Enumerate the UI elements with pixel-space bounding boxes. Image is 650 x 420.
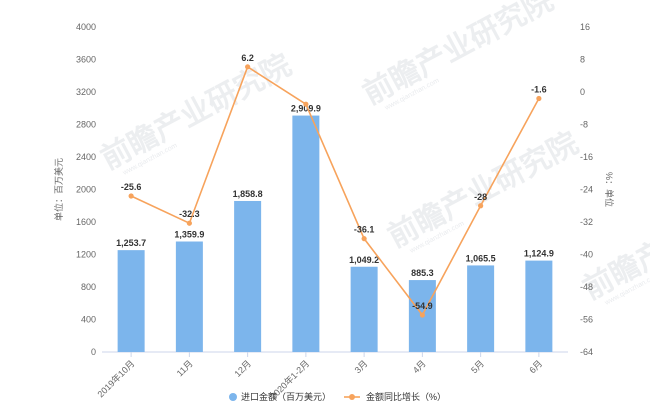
watermark-text: 前瞻产业研究院 [95, 48, 296, 177]
y-left-tick-label: 1600 [76, 217, 96, 227]
legend-marker-bar [229, 393, 237, 401]
bar [292, 115, 320, 353]
y-right-tick-label: -24 [580, 185, 593, 195]
bar [467, 265, 495, 352]
line-point [128, 193, 134, 199]
x-tick-label: 12月 [233, 358, 254, 379]
y-left-tick-label: 1200 [76, 250, 96, 260]
line-value-label: -28 [474, 192, 487, 202]
line-value-label: -54.9 [412, 301, 433, 311]
line-value-label: -32.3 [179, 209, 200, 219]
x-tick-label: 2019年10月 [95, 358, 137, 400]
bar-value-label: 1,065.5 [466, 253, 496, 263]
x-tick-label: 5月 [469, 358, 486, 375]
x-tick-label: 6月 [527, 358, 544, 375]
bar [117, 250, 145, 352]
bar-value-label: 1,049.2 [349, 255, 379, 265]
y-right-axis-title: %：单位 [604, 172, 615, 207]
y-right-tick-label: -48 [580, 282, 593, 292]
line-value-label: 6.2 [241, 53, 254, 63]
line-point [361, 236, 367, 242]
y-left-axis-title: 单位：百万美元 [53, 158, 64, 221]
line-point [186, 220, 192, 226]
y-left-tick-label: 2800 [76, 120, 96, 130]
bar-value-label: 1,124.9 [524, 249, 554, 259]
bar-value-label: 1,858.8 [233, 189, 263, 199]
bar [525, 260, 553, 352]
line-point [478, 203, 484, 209]
line-point [245, 64, 251, 70]
line-point [303, 101, 309, 107]
bar-value-label: 1,253.7 [116, 238, 146, 248]
growth-line [130, 65, 540, 317]
line-point [419, 312, 425, 318]
legend-marker-point [349, 394, 355, 400]
y-left-tick-label: 0 [91, 347, 96, 357]
line-value-label: -25.6 [121, 182, 142, 192]
y-right-tick-label: -64 [580, 347, 593, 357]
y-right-tick-label: 8 [580, 55, 585, 65]
y-left-tick-label: 3200 [76, 87, 96, 97]
legend-label: 金额同比增长（%） [366, 391, 446, 402]
bar [175, 241, 203, 352]
bar-value-label: 1,359.9 [174, 230, 204, 240]
watermark-text: 前瞻产业研究院 [357, 0, 558, 111]
y-left-tick-label: 400 [81, 315, 96, 325]
x-tick-label: 11月 [175, 358, 195, 378]
y-left-tick-label: 4000 [76, 22, 96, 32]
bar-value-label: 2,909.9 [291, 104, 321, 114]
x-tick-label: 3月 [353, 358, 370, 375]
line-value-label: -36.1 [354, 225, 375, 235]
y-right-tick-label: -32 [580, 217, 593, 227]
y-left-tick-label: 2000 [76, 185, 96, 195]
legend-label: 进口金额（百万美元） [241, 391, 331, 402]
y-right-tick-label: -16 [580, 152, 593, 162]
bar-value-label: 885.3 [411, 268, 434, 278]
y-left-tick-label: 2400 [76, 152, 96, 162]
x-tick-label: 4月 [411, 358, 428, 375]
line-point [536, 95, 542, 102]
y-right-tick-label: 0 [580, 87, 585, 97]
y-right-tick-label: -40 [580, 250, 593, 260]
y-right-tick-label: 16 [580, 22, 590, 32]
y-left-tick-label: 3600 [76, 55, 96, 65]
line-value-label: -1.6 [531, 85, 547, 95]
bar [234, 200, 262, 352]
y-right-tick-label: -56 [580, 315, 593, 325]
y-left-tick-label: 800 [81, 282, 96, 292]
watermark-text: 前瞻产业研究院 [382, 126, 583, 255]
bar [350, 266, 378, 352]
y-right-tick-label: -8 [580, 120, 588, 130]
